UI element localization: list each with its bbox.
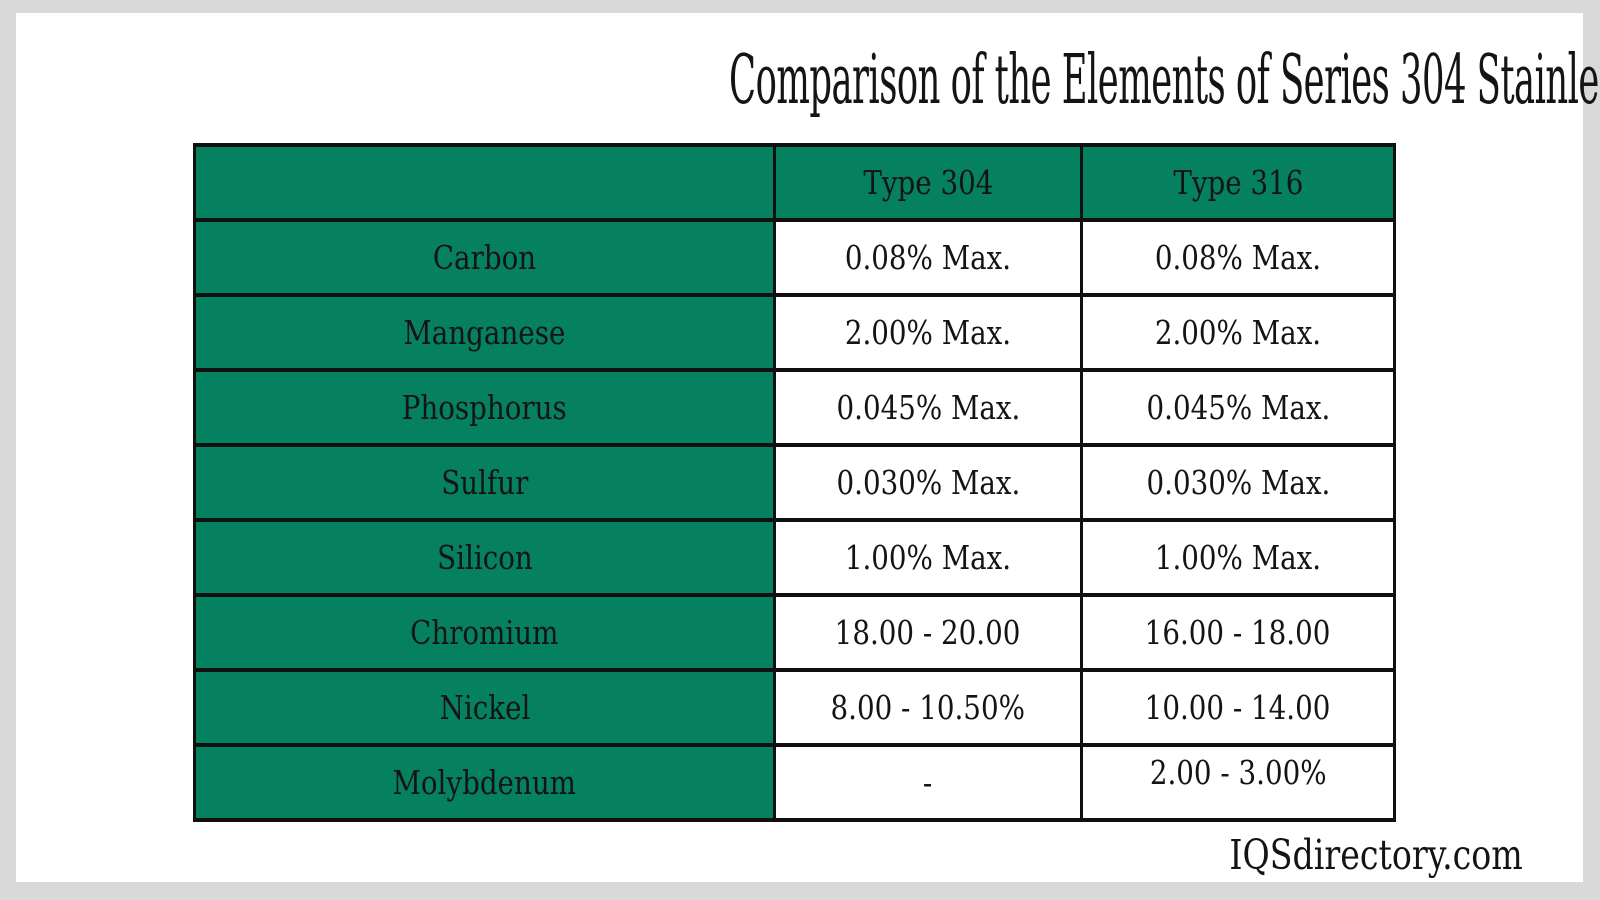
element-name-cell: Silicon (193, 518, 776, 597)
type304-value-cell: 18.00 - 20.00 (773, 593, 1083, 672)
page-title: Comparison of the Elements of Series 304… (16, 47, 1600, 115)
type304-value-cell: 0.08% Max. (773, 218, 1083, 297)
type316-value-cell: 10.00 - 14.00 (1080, 668, 1396, 747)
corner-header-cell (193, 143, 776, 222)
type316-value-label: 1.00% Max. (1154, 538, 1322, 577)
element-name-cell: Chromium (193, 593, 776, 672)
element-name-label: Phosphorus (401, 388, 568, 427)
type316-value-cell: 2.00% Max. (1080, 293, 1396, 372)
type316-value-label: 10.00 - 14.00 (1145, 688, 1331, 727)
table-row: Phosphorus 0.045% Max. 0.045% Max. (193, 368, 1396, 447)
element-name-cell: Nickel (193, 668, 776, 747)
type316-column-header-label: Type 316 (1172, 163, 1304, 202)
element-name-cell: Sulfur (193, 443, 776, 522)
table-row: Carbon 0.08% Max. 0.08% Max. (193, 218, 1396, 297)
watermark-text: IQSdirectory.com (1229, 831, 1523, 879)
type316-value-cell: 0.030% Max. (1080, 443, 1396, 522)
type316-value-label: 0.045% Max. (1146, 388, 1330, 427)
element-name-cell: Manganese (193, 293, 776, 372)
type316-value-cell: 2.00 - 3.00% (1080, 743, 1396, 822)
table-row: Silicon 1.00% Max. 1.00% Max. (193, 518, 1396, 597)
type316-value-cell: 0.08% Max. (1080, 218, 1396, 297)
infographic-canvas: Comparison of the Elements of Series 304… (16, 13, 1600, 882)
type304-value-cell: 1.00% Max. (773, 518, 1083, 597)
watermark: IQSdirectory.com (1195, 835, 1557, 876)
type304-value-label: 0.045% Max. (836, 388, 1020, 427)
type304-value-label: 1.00% Max. (844, 538, 1012, 577)
element-name-label: Manganese (403, 313, 566, 352)
type316-value-label: 0.030% Max. (1146, 463, 1330, 502)
type304-value-cell: 0.030% Max. (773, 443, 1083, 522)
type304-value-label: - (923, 763, 933, 802)
type304-value-cell: 2.00% Max. (773, 293, 1083, 372)
table-row: Sulfur 0.030% Max. 0.030% Max. (193, 443, 1396, 522)
table-row: Chromium 18.00 - 20.00 16.00 - 18.00 (193, 593, 1396, 672)
element-name-label: Nickel (439, 688, 530, 727)
element-name-label: Carbon (432, 238, 537, 277)
type304-value-label: 0.08% Max. (844, 238, 1012, 277)
type316-value-label: 2.00 - 3.00% (1149, 753, 1327, 792)
type304-column-header-label: Type 304 (862, 163, 994, 202)
element-name-label: Molybdenum (392, 763, 577, 802)
type304-value-cell: 0.045% Max. (773, 368, 1083, 447)
type304-column-header: Type 304 (773, 143, 1083, 222)
type304-value-label: 18.00 - 20.00 (835, 613, 1021, 652)
type316-column-header: Type 316 (1080, 143, 1396, 222)
element-name-label: Chromium (410, 613, 559, 652)
element-name-label: Silicon (436, 538, 533, 577)
type316-value-label: 16.00 - 18.00 (1145, 613, 1331, 652)
type304-value-label: 2.00% Max. (844, 313, 1012, 352)
type304-value-cell: 8.00 - 10.50% (773, 668, 1083, 747)
element-name-cell: Carbon (193, 218, 776, 297)
type316-value-cell: 1.00% Max. (1080, 518, 1396, 597)
type304-value-cell: - (773, 743, 1083, 822)
type304-value-label: 8.00 - 10.50% (830, 688, 1026, 727)
type316-value-label: 2.00% Max. (1154, 313, 1322, 352)
comparison-table: Type 304 Type 316 Carbon 0.08% Max. 0.08… (193, 143, 1396, 822)
element-name-cell: Molybdenum (193, 743, 776, 822)
element-name-cell: Phosphorus (193, 368, 776, 447)
type316-value-label: 0.08% Max. (1154, 238, 1322, 277)
table-row: Nickel 8.00 - 10.50% 10.00 - 14.00 (193, 668, 1396, 747)
table-header-row: Type 304 Type 316 (193, 143, 1396, 222)
page-title-text: Comparison of the Elements of Series 304… (729, 41, 1600, 120)
type316-value-cell: 16.00 - 18.00 (1080, 593, 1396, 672)
type316-value-cell: 0.045% Max. (1080, 368, 1396, 447)
table-row: Manganese 2.00% Max. 2.00% Max. (193, 293, 1396, 372)
element-name-label: Sulfur (440, 463, 529, 502)
type304-value-label: 0.030% Max. (836, 463, 1020, 502)
table-row: Molybdenum - 2.00 - 3.00% (193, 743, 1396, 822)
